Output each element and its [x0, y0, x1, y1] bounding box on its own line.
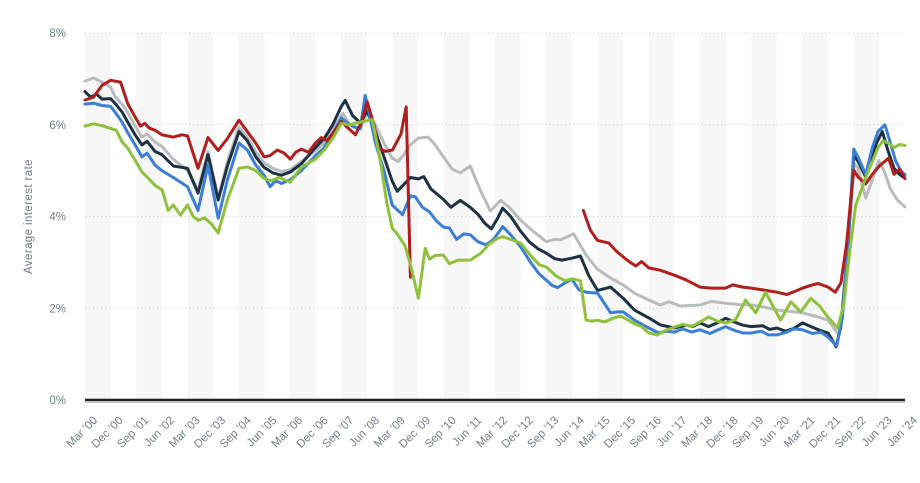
background-band: [238, 33, 265, 400]
series-green-line[interactable]: [83, 118, 907, 337]
background-band: [751, 33, 777, 400]
y-tick-label: 0%: [49, 395, 66, 407]
series-red-line[interactable]: [581, 156, 907, 296]
y-tick-label: 4%: [49, 212, 66, 224]
background-band: [546, 33, 572, 400]
y-axis-title: Average interest rate: [23, 159, 35, 274]
series-red-line[interactable]: [83, 78, 412, 279]
y-tick-label: 8%: [49, 28, 66, 40]
y-tick-label: 2%: [49, 303, 66, 315]
background-band: [802, 33, 829, 400]
background-band: [290, 33, 316, 400]
y-tick-label: 6%: [49, 120, 66, 132]
background-band: [853, 33, 880, 400]
series-dark-blue-line[interactable]: [83, 90, 907, 349]
